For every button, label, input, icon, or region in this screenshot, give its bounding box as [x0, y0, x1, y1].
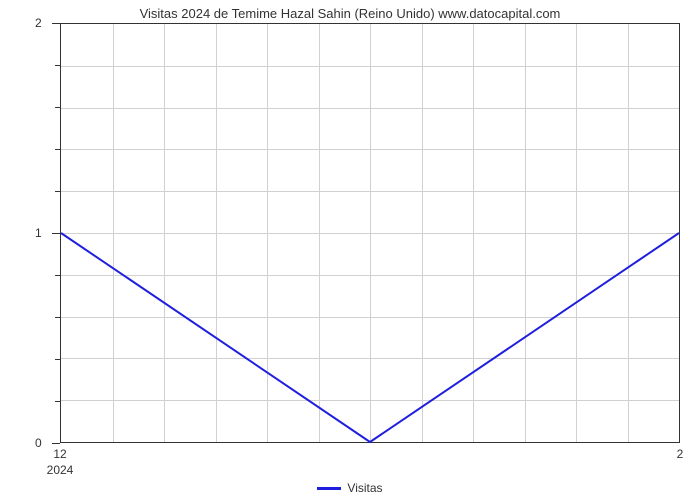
y-tick-minor: [55, 65, 60, 66]
chart-title: Visitas 2024 de Temime Hazal Sahin (Rein…: [0, 0, 700, 23]
legend-swatch: [317, 487, 341, 490]
y-tick-minor: [55, 359, 60, 360]
y-tick-minor: [55, 191, 60, 192]
y-tick-major: [52, 23, 60, 24]
x-axis-label-left: 12: [53, 447, 66, 461]
y-tick-minor: [55, 275, 60, 276]
x-axis-year: 2024: [47, 463, 74, 477]
x-axis-label-right: 2: [677, 447, 684, 461]
plot-area: [60, 23, 680, 443]
y-tick-major: [52, 443, 60, 444]
legend-label: Visitas: [347, 481, 382, 495]
y-tick-major: [52, 233, 60, 234]
plot-wrapper: 012 1222024: [60, 23, 680, 443]
y-axis-label: 0: [35, 436, 42, 450]
y-tick-minor: [55, 401, 60, 402]
data-line: [61, 24, 679, 442]
y-tick-minor: [55, 107, 60, 108]
y-tick-minor: [55, 149, 60, 150]
legend: Visitas: [0, 481, 700, 495]
y-tick-minor: [55, 317, 60, 318]
y-axis-label: 1: [35, 226, 42, 240]
chart-container: Visitas 2024 de Temime Hazal Sahin (Rein…: [0, 0, 700, 500]
y-axis-label: 2: [35, 16, 42, 30]
